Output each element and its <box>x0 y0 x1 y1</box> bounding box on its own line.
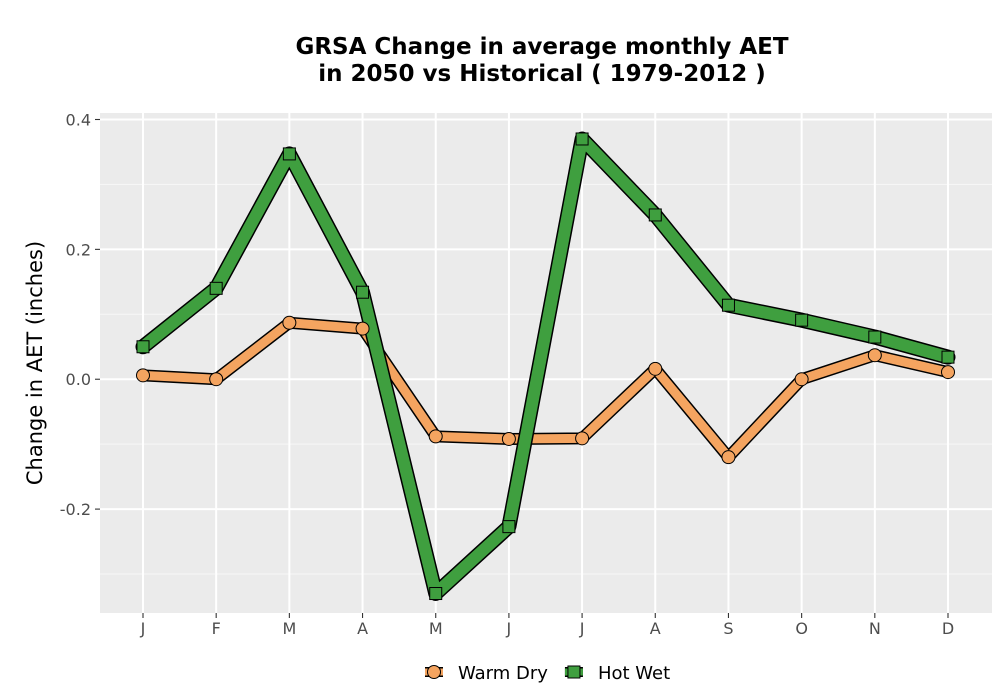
grid <box>100 113 992 613</box>
series-layer <box>135 131 956 602</box>
x-tick-label: M <box>282 619 296 638</box>
data-point-hot-wet <box>648 208 662 222</box>
data-point-warm-dry <box>941 365 955 380</box>
data-point-hot-wet <box>721 298 735 312</box>
data-point-warm-dry <box>648 361 663 376</box>
legend: Warm Dry Hot Wet <box>425 663 670 684</box>
data-point-hot-wet <box>282 147 296 161</box>
y-tick-label: 0.2 <box>66 240 91 259</box>
x-tick-label: N <box>869 619 881 638</box>
data-point-warm-dry <box>209 372 224 387</box>
data-point-hot-wet <box>356 285 370 299</box>
y-tick-label: -0.2 <box>60 500 91 519</box>
series-line-warm-dry <box>138 318 953 462</box>
legend-label-hot-wet: Hot Wet <box>598 663 670 684</box>
data-point-warm-dry <box>136 368 150 383</box>
y-axis: -0.2 0.0 0.2 0.4 <box>60 110 100 519</box>
series-lines <box>135 131 956 602</box>
legend-item-hot-wet: Hot Wet <box>564 663 670 684</box>
legend-key-marker <box>567 665 581 679</box>
x-tick-label: J <box>506 619 512 638</box>
chart-title: GRSA Change in average monthly AET in 20… <box>295 34 788 87</box>
y-tick-label: 0.0 <box>66 370 91 389</box>
data-point-warm-dry <box>575 431 590 446</box>
data-point-hot-wet <box>136 340 150 354</box>
series-line-hot-wet <box>137 132 954 600</box>
x-tick-label: O <box>795 619 808 638</box>
data-point-warm-dry <box>721 450 736 465</box>
series-markers <box>136 132 955 601</box>
data-point-hot-wet <box>429 587 443 601</box>
x-tick-label: A <box>650 619 661 638</box>
data-point-hot-wet <box>502 520 516 534</box>
data-point-hot-wet <box>868 330 882 344</box>
chart-title-line-1: GRSA Change in average monthly AET <box>295 34 788 60</box>
legend-key-marker <box>427 665 441 679</box>
x-tick-label: F <box>212 619 221 638</box>
x-tick-label: A <box>357 619 368 638</box>
data-point-hot-wet <box>575 132 589 146</box>
chart-title-line-2: in 2050 vs Historical ( 1979-2012 ) <box>318 61 765 87</box>
x-tick-label: J <box>579 619 585 638</box>
data-point-warm-dry <box>867 348 882 363</box>
x-tick-label: D <box>942 619 954 638</box>
legend-item-warm-dry: Warm Dry <box>425 663 548 684</box>
data-point-hot-wet <box>209 281 223 295</box>
data-point-warm-dry <box>428 429 443 444</box>
y-axis-label: Change in AET (inches) <box>23 241 47 485</box>
x-tick-label: M <box>429 619 443 638</box>
data-point-warm-dry <box>501 431 516 446</box>
data-point-warm-dry <box>282 315 297 330</box>
y-tick-label: 0.4 <box>66 110 91 129</box>
data-point-warm-dry <box>794 372 809 387</box>
data-point-warm-dry <box>355 321 370 336</box>
data-point-hot-wet <box>941 350 955 364</box>
x-tick-label: S <box>723 619 733 638</box>
data-point-hot-wet <box>795 313 809 327</box>
legend-label-warm-dry: Warm Dry <box>458 663 548 684</box>
x-tick-label: J <box>140 619 146 638</box>
